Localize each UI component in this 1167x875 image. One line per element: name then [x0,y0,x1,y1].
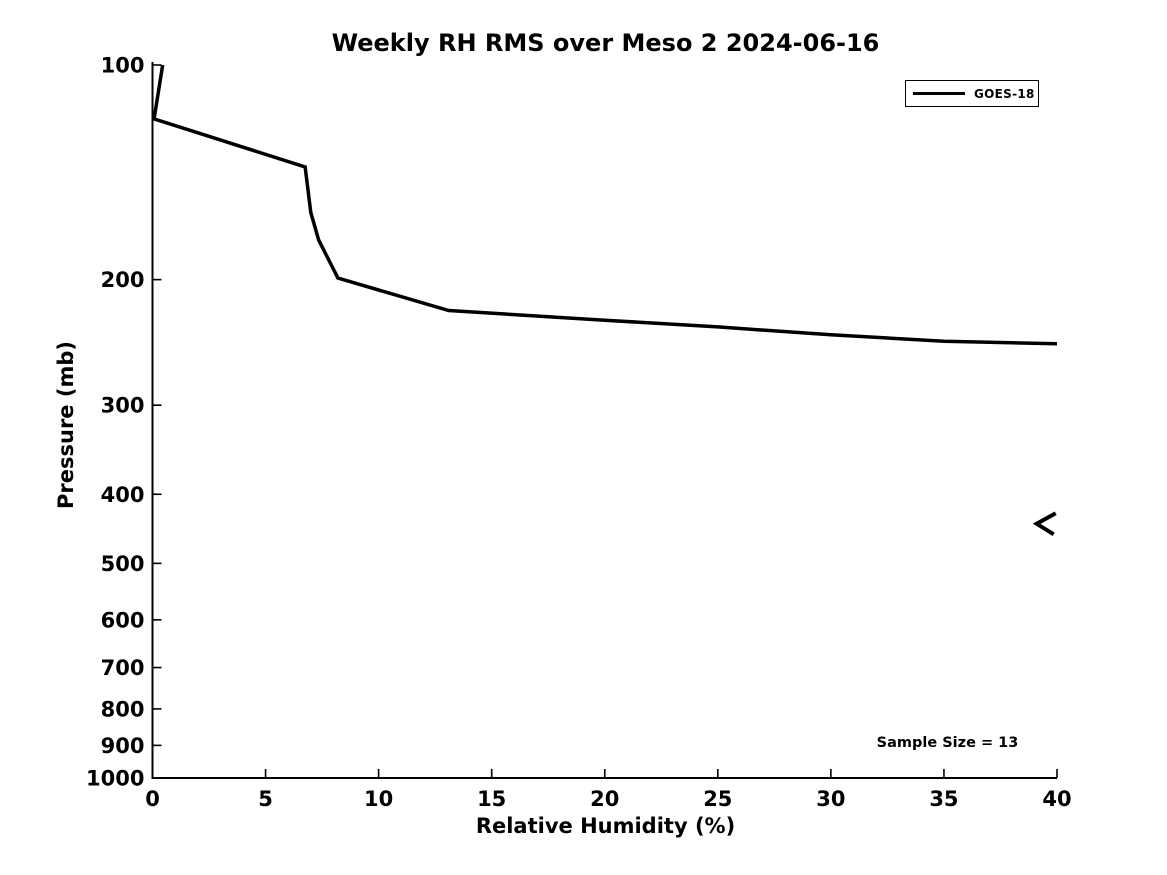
x-axis-label: Relative Humidity (%) [475,814,736,838]
chart-title: Weekly RH RMS over Meso 2 2024-06-16 [331,29,880,57]
y-tick-label: 200 [101,268,145,292]
x-tick-label: 15 [477,787,506,811]
x-tick-label: 35 [929,787,958,811]
y-tick-label: 1000 [86,767,144,791]
y-tick-label: 700 [101,656,145,680]
y-axis-label: Pressure (mb) [54,341,78,509]
offscale-left-caret-marker [1032,511,1057,536]
y-tick-label: 600 [101,608,145,632]
y-tick-label: 800 [101,697,145,721]
x-tick-label: 30 [816,787,845,811]
x-tick-label: 25 [703,787,732,811]
legend: GOES-18 [905,80,1039,107]
x-tick-label: 0 [145,787,160,811]
data-line-goes-18 [152,64,1058,346]
sample-size-annotation: Sample Size = 13 [876,735,1019,751]
x-tick-label: 40 [1042,787,1071,811]
legend-label: GOES-18 [974,86,1035,101]
y-tick-label: 100 [101,54,145,78]
legend-line-swatch [913,91,965,96]
y-tick-label: 500 [101,552,145,576]
x-tick-label: 5 [258,787,273,811]
y-tick-label: 300 [101,394,145,418]
x-tick-label: 20 [590,787,619,811]
y-tick-label: 400 [101,483,145,507]
y-tick-label: 900 [101,734,145,758]
x-tick-label: 10 [364,787,393,811]
